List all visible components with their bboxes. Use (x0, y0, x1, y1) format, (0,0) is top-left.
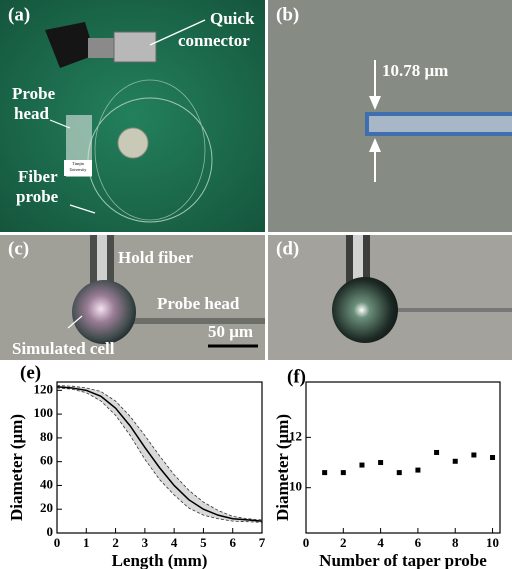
panel-label: (b) (276, 4, 299, 25)
panel-label: (d) (276, 238, 299, 259)
x-tick-label: 1 (83, 535, 90, 550)
x-tick-label: 6 (229, 535, 236, 550)
coin (118, 128, 148, 158)
y-tick-label: 0 (47, 524, 54, 539)
point (378, 460, 383, 465)
point (341, 470, 346, 475)
annotation: Probe head (157, 294, 240, 313)
annotation: Simulated cell (12, 339, 115, 358)
y-tick-label: 60 (40, 453, 53, 468)
y-tick-label: 100 (34, 405, 54, 420)
y-tick-label: 10 (289, 479, 302, 494)
annotation: Probe (12, 84, 56, 103)
y-tick-label: 80 (40, 429, 53, 444)
y-tick-label: 12 (289, 428, 302, 443)
x-tick-label: 8 (452, 535, 459, 550)
annotation: Hold fiber (118, 248, 194, 267)
point (397, 470, 402, 475)
fiber-core (369, 116, 512, 132)
panel-label: (e) (20, 362, 41, 383)
annotation: head (14, 104, 50, 123)
x-tick-label: 4 (377, 535, 384, 550)
connector-box (114, 32, 156, 62)
band-edge (57, 386, 262, 520)
point (415, 468, 420, 473)
x-tick-label: 2 (340, 535, 347, 550)
hold-fiber-core (97, 235, 107, 285)
x-tick-label: 2 (112, 535, 119, 550)
tag-text: Tianjin (72, 161, 83, 166)
x-tick-label: 4 (171, 535, 178, 550)
error-band (57, 386, 262, 523)
y-axis-label: Diameter (μm) (7, 414, 26, 521)
x-axis-label: Number of taper probe (319, 551, 487, 569)
x-axis-label: Length (mm) (112, 551, 208, 569)
point (359, 463, 364, 468)
plot-frame (306, 382, 500, 533)
cell (72, 280, 136, 344)
y-tick-label: 40 (40, 476, 53, 491)
y-tick-label: 20 (40, 500, 53, 515)
figure: Tianjin University (a) Quick connector P… (0, 0, 512, 569)
x-tick-label: 6 (415, 535, 422, 550)
point (453, 459, 458, 464)
x-tick-label: 7 (259, 535, 266, 550)
panel-label: (a) (8, 4, 30, 25)
point (434, 450, 439, 455)
y-tick-label: 120 (34, 381, 54, 396)
x-tick-label: 3 (142, 535, 149, 550)
panel-label: (c) (8, 238, 29, 259)
annotation: 50 μm (208, 322, 253, 341)
panel-label: (f) (287, 366, 306, 387)
probe (395, 308, 512, 312)
x-tick-label: 0 (303, 535, 310, 550)
cell (332, 277, 398, 343)
annotation: Quick (210, 9, 255, 28)
point (471, 452, 476, 457)
mean-line (57, 387, 262, 521)
x-tick-label: 5 (200, 535, 207, 550)
annotation: probe (16, 187, 59, 206)
annotation: Fiber (18, 167, 58, 186)
tag-text: University (70, 167, 87, 172)
x-tick-label: 10 (486, 535, 499, 550)
point (322, 470, 327, 475)
annotation: connector (178, 31, 250, 50)
x-tick-label: 0 (54, 535, 61, 550)
annotation: 10.78 μm (382, 61, 448, 80)
point (490, 455, 495, 460)
